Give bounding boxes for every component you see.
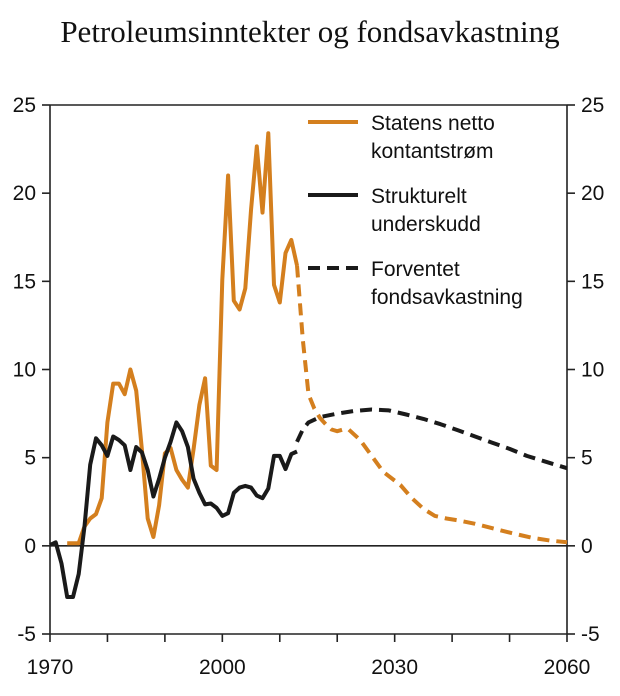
right-y-tick-label: 5 xyxy=(581,447,593,470)
right-y-tick-label: 0 xyxy=(581,535,593,558)
axes: -5 -5 0 0 5 5 10 10 15 15 20 20 25 25 1970 2000 2030 2060 xyxy=(13,94,605,679)
series-line-strukturelt-underskudd-solid xyxy=(49,420,298,599)
series-line-statens-netto-kontantstr-m-dashed xyxy=(295,265,568,545)
right-y-tick-label: 10 xyxy=(581,359,604,382)
legend-label: Forventet xyxy=(371,258,460,281)
chart-title: Petroleumsinntekter og fondsavkastning xyxy=(60,14,560,49)
left-y-tick-label: 15 xyxy=(13,270,36,293)
series-line-forventet-fondsavkastning-dashed xyxy=(295,407,568,471)
right-y-tick-label: 20 xyxy=(581,182,604,205)
x-tick-label: 2060 xyxy=(544,656,591,679)
right-y-tick-label: 25 xyxy=(581,94,604,117)
legend-label: underskudd xyxy=(371,213,481,236)
legend-label: Statens netto xyxy=(371,112,495,135)
series-line-statens-netto-kontantstr-m-solid xyxy=(67,131,299,546)
legend: Statens netto kontantstrøm Strukturelt unde… xyxy=(308,112,523,309)
left-y-tick-label: 10 xyxy=(13,359,36,382)
x-tick-label: 2000 xyxy=(199,656,246,679)
legend-label: kontantstrøm xyxy=(371,140,494,163)
left-y-tick-label: -5 xyxy=(17,623,36,646)
left-y-tick-label: 0 xyxy=(24,535,36,558)
legend-label: Strukturelt xyxy=(371,185,467,208)
x-tick-label: 1970 xyxy=(27,656,74,679)
series-lines xyxy=(49,131,568,599)
x-tick-label: 2030 xyxy=(371,656,418,679)
legend-label: fondsavkastning xyxy=(371,286,523,309)
left-y-tick-label: 5 xyxy=(24,447,36,470)
right-y-tick-label: -5 xyxy=(581,623,600,646)
left-y-tick-label: 20 xyxy=(13,182,36,205)
left-y-tick-label: 25 xyxy=(13,94,36,117)
right-y-tick-label: 15 xyxy=(581,270,604,293)
